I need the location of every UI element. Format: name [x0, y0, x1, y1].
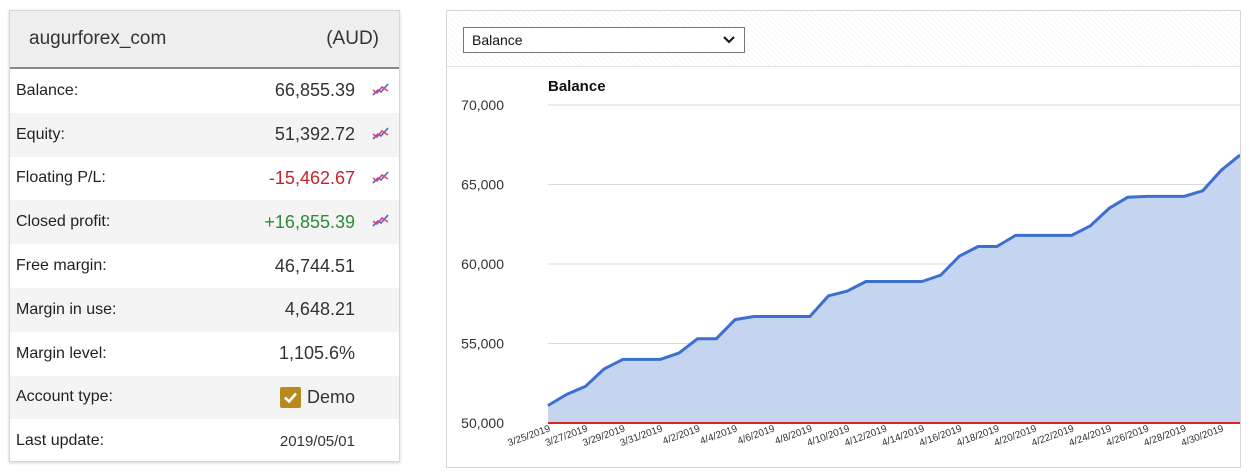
chart-toolbar: Balance [447, 11, 1240, 67]
x-tick-label: 4/30/2019 [1180, 423, 1226, 449]
x-tick-label: 4/4/2019 [699, 423, 740, 447]
account-row: Margin in use: 4,648.21 [10, 287, 399, 332]
account-row-label: Account type: [16, 388, 113, 406]
y-tick-label: 70,000 [461, 97, 504, 113]
account-row-value: 51,392.72 [274, 124, 355, 145]
account-row: Margin level: 1,105.6% [10, 332, 399, 376]
trend-chart-icon[interactable] [371, 81, 391, 97]
account-row-value: 4,648.21 [284, 299, 355, 320]
account-row-label: Margin in use: [16, 300, 117, 318]
balance-chart-panel: Balance 70,000 65,000 60,000 55,000 50,000 Ba… [446, 10, 1241, 468]
account-row-label: Free margin: [16, 257, 107, 275]
chart-type-select[interactable]: Balance [463, 27, 745, 53]
account-row-value: +16,855.39 [264, 211, 355, 232]
account-row: Equity: 51,392.72 [10, 112, 399, 157]
account-row-label: Last update: [16, 432, 105, 450]
trend-chart-icon[interactable] [371, 212, 391, 228]
account-row-label: Floating P/L: [16, 169, 106, 187]
y-tick-label: 50,000 [461, 415, 504, 431]
trend-chart-icon[interactable] [371, 125, 391, 141]
account-type-value: Demo [279, 386, 355, 408]
y-tick-label: 60,000 [461, 256, 504, 272]
balance-area [548, 155, 1240, 423]
account-row-label: Equity: [16, 125, 65, 143]
account-row: Free margin: 46,744.51 [10, 244, 399, 288]
account-stats-list: Balance: 66,855.39 Equity: 51,392.72 Floatin… [10, 69, 399, 463]
balance-chart: 70,00065,00060,00055,00050,000Balance3/2… [461, 78, 1240, 449]
account-row-value: -15,462.67 [268, 167, 355, 188]
account-currency: (AUD) [326, 28, 379, 49]
x-tick-label: 4/2/2019 [661, 423, 702, 447]
account-row-label: Margin level: [16, 344, 107, 362]
account-row: Floating P/L: -15,462.67 [10, 157, 399, 201]
account-row: Last update: 2019/05/01 [10, 419, 399, 463]
chart-type-selected: Balance [472, 32, 523, 48]
account-row: Balance: 66,855.39 [10, 69, 399, 113]
account-row-value: 46,744.51 [274, 255, 355, 276]
chevron-down-icon [723, 36, 735, 44]
account-row-value: 2019/05/01 [279, 432, 355, 450]
account-summary-panel: augurforex_com (AUD) Balance: 66,855.39 Eq… [9, 10, 400, 462]
chart-title: Balance [548, 78, 606, 95]
balance-line [547, 153, 1240, 407]
x-tick-label: 3/31/2019 [619, 423, 665, 449]
account-type-text: Demo [306, 386, 355, 407]
account-row: Account type: Demo [10, 375, 399, 420]
account-row-label: Balance: [16, 81, 79, 99]
x-tick-label: 4/6/2019 [736, 423, 777, 447]
account-name: augurforex_com [29, 28, 167, 49]
y-tick-label: 65,000 [461, 177, 504, 193]
account-row-label: Closed profit: [16, 213, 111, 231]
y-tick-label: 55,000 [461, 336, 504, 352]
account-header: augurforex_com (AUD) [10, 11, 399, 69]
account-row-value: 66,855.39 [274, 80, 355, 101]
account-row-value: 1,105.6% [278, 343, 355, 364]
trend-chart-icon[interactable] [371, 169, 391, 185]
account-row: Closed profit: +16,855.39 [10, 200, 399, 245]
checkmark-icon [279, 386, 301, 408]
